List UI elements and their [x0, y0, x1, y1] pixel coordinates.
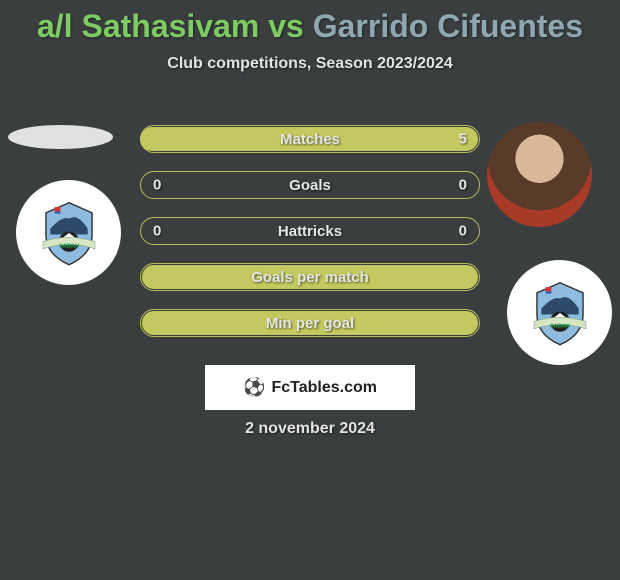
stat-row-min-per-goal: Min per goal	[140, 309, 480, 337]
stat-value-left: 0	[153, 223, 161, 240]
player2-photo	[487, 122, 592, 227]
stat-value-left: 0	[153, 177, 161, 194]
player2-club-crest: SABAH	[507, 260, 612, 365]
stat-label: Matches	[280, 131, 340, 148]
globe-icon: ⚽	[243, 377, 265, 398]
subtitle: Club competitions, Season 2023/2024	[0, 55, 620, 73]
stat-label: Hattricks	[278, 223, 342, 240]
stat-label: Min per goal	[266, 315, 354, 332]
date-text: 2 november 2024	[0, 420, 620, 438]
crest-icon: SABAH	[33, 197, 105, 269]
stat-label: Goals	[289, 177, 331, 194]
stat-row-matches: Matches 5	[140, 125, 480, 153]
stat-value-right: 5	[459, 131, 467, 148]
page-title: a/l Sathasivam vs Garrido Cifuentes	[0, 0, 620, 45]
stats-container: Matches 5 Goals 0 0 Hattricks 0 0 Goals …	[140, 125, 480, 355]
svg-text:SABAH: SABAH	[549, 323, 569, 329]
player1-club-crest: SABAH	[16, 180, 121, 285]
branding-badge: ⚽ FcTables.com	[205, 365, 415, 410]
crest-icon: SABAH	[524, 277, 596, 349]
stat-row-hattricks: Hattricks 0 0	[140, 217, 480, 245]
svg-text:SABAH: SABAH	[58, 243, 78, 249]
player2-name: Garrido Cifuentes	[313, 8, 583, 44]
branding-text: FcTables.com	[271, 379, 377, 397]
stat-label: Goals per match	[251, 269, 369, 286]
vs-text: vs	[259, 8, 312, 44]
stat-row-goals-per-match: Goals per match	[140, 263, 480, 291]
player1-name: a/l Sathasivam	[37, 8, 259, 44]
player1-photo	[8, 125, 113, 149]
stat-value-right: 0	[459, 223, 467, 240]
stat-row-goals: Goals 0 0	[140, 171, 480, 199]
stat-value-right: 0	[459, 177, 467, 194]
